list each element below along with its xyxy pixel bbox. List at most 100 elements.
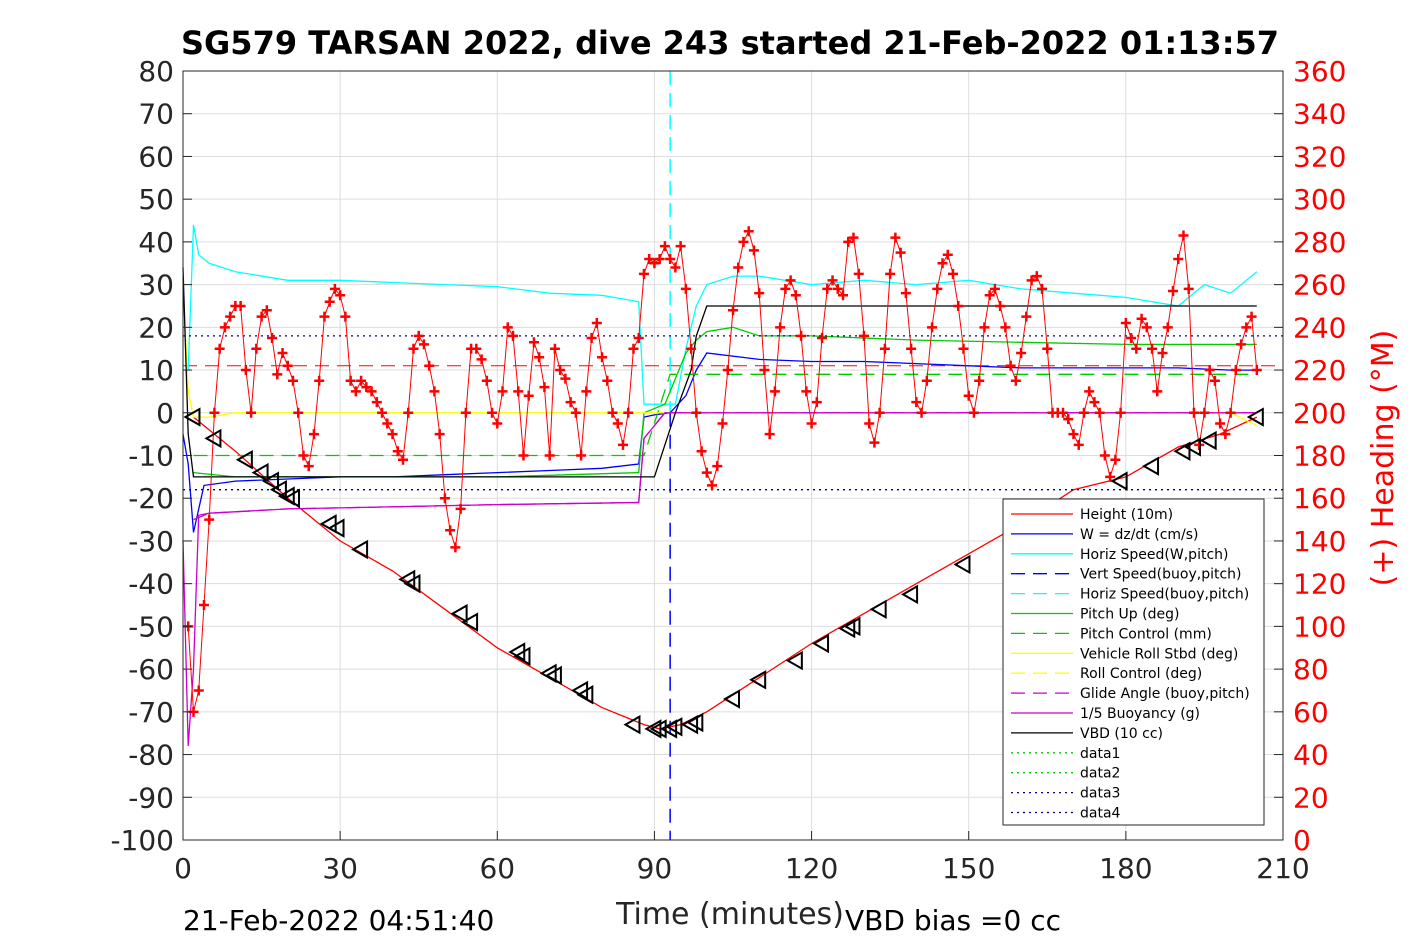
heading-point (1042, 343, 1053, 354)
heading-point (424, 360, 435, 371)
y-tick-label: 30 (138, 269, 174, 302)
heading-point (858, 330, 869, 341)
heading-point (864, 418, 875, 429)
heading-point (256, 311, 267, 322)
heading-point (612, 418, 623, 429)
y-tick-label: 10 (138, 354, 174, 387)
heading-point (1131, 343, 1142, 354)
heading-point (722, 365, 733, 376)
heading-point (398, 454, 408, 465)
heading-point (696, 446, 707, 457)
right-tick-label: 140 (1293, 525, 1346, 558)
heading-point (848, 232, 859, 243)
heading-point (382, 418, 393, 429)
heading-point (445, 525, 456, 536)
heading-point (408, 343, 419, 354)
heading-point (1058, 407, 1068, 418)
heading-point (1199, 407, 1210, 418)
heading-point (361, 382, 372, 393)
legend-label: Glide Angle (buoy,pitch) (1080, 686, 1250, 702)
heading-point (1031, 271, 1042, 282)
legend-label: Vert Speed(buoy,pitch) (1080, 567, 1242, 583)
y-tick-label: -40 (128, 568, 174, 601)
footer-timestamp: 21-Feb-2022 04:51:40 (183, 904, 494, 937)
y-tick-label: 40 (138, 226, 174, 259)
heading-point (769, 386, 780, 397)
heading-point (649, 258, 660, 269)
heading-point (890, 232, 901, 243)
heading-point (1178, 230, 1189, 241)
axes: 80706050403020100-10-20-30-40-50-60-70-8… (110, 55, 1346, 885)
heading-point (984, 290, 995, 301)
heading-point (759, 365, 770, 376)
depth-marker (282, 488, 300, 508)
heading-point (953, 300, 964, 311)
x-tick-label: 150 (942, 852, 995, 885)
heading-point (219, 322, 230, 333)
heading-point (1099, 450, 1110, 461)
depth-marker (649, 719, 667, 739)
heading-point (272, 369, 283, 380)
depth-marker (812, 633, 830, 654)
depth-marker (204, 428, 222, 449)
right-tick-label: 260 (1293, 269, 1346, 302)
heading-point (968, 407, 979, 418)
y-tick-label: -30 (128, 525, 174, 558)
y-tick-label: 0 (156, 397, 174, 430)
heading-point (1073, 439, 1084, 450)
depth-marker (544, 665, 562, 686)
depth-marker (749, 670, 767, 690)
heading-point (921, 375, 932, 386)
heading-point (1152, 386, 1163, 397)
x-tick-label: 0 (174, 852, 192, 885)
heading-point (261, 305, 272, 316)
depth-marker (576, 685, 594, 705)
heading-point (1068, 429, 1079, 440)
heading-point (513, 386, 524, 397)
heading-point (911, 397, 922, 408)
depth-marker (785, 650, 803, 671)
heading-point (916, 407, 927, 418)
heading-point (340, 311, 351, 322)
heading-point (1241, 322, 1252, 333)
heading-point (602, 375, 613, 386)
heading-point (539, 382, 550, 393)
heading-point (481, 375, 492, 386)
x-tick-label: 120 (785, 852, 838, 885)
series-line-6 (193, 373, 1257, 457)
heading-point (675, 241, 686, 252)
y-tick-label: -70 (128, 696, 174, 729)
heading-point (806, 418, 817, 429)
series-line-10 (182, 412, 1257, 747)
heading-point (780, 283, 791, 294)
heading-point (801, 386, 812, 397)
heading-point (1005, 360, 1016, 371)
x-tick-label: 60 (479, 852, 515, 885)
depth-marker (1183, 437, 1201, 457)
legend-label: Height (10m) (1080, 507, 1173, 523)
heading-point (1162, 322, 1173, 333)
series-line-1 (182, 352, 1257, 533)
heading-point (1110, 454, 1121, 465)
legend-label: Pitch Control (mm) (1080, 626, 1212, 642)
depth-marker (1199, 430, 1217, 451)
heading-point (989, 283, 1000, 294)
y-tick-label: 20 (138, 311, 174, 344)
heading-point (1246, 311, 1257, 322)
heading-point (324, 296, 335, 307)
heading-point (1141, 322, 1152, 333)
heading-point (1204, 365, 1215, 376)
legend: Height (10m) W = dz/dt (cm/s) Horiz Speed(… (1002, 498, 1265, 826)
heading-point (686, 343, 697, 354)
heading-point (822, 283, 833, 294)
y-tick-label: -50 (128, 610, 174, 643)
heading-point (371, 397, 382, 408)
legend-label: Horiz Speed(W,pitch) (1080, 547, 1228, 563)
heading-point (403, 407, 414, 418)
right-tick-label: 360 (1293, 55, 1346, 88)
heading-point (853, 268, 864, 279)
y-tick-label: -90 (128, 781, 174, 814)
heading-point (303, 461, 314, 472)
heading-point (455, 503, 466, 514)
depth-marker (623, 714, 641, 735)
